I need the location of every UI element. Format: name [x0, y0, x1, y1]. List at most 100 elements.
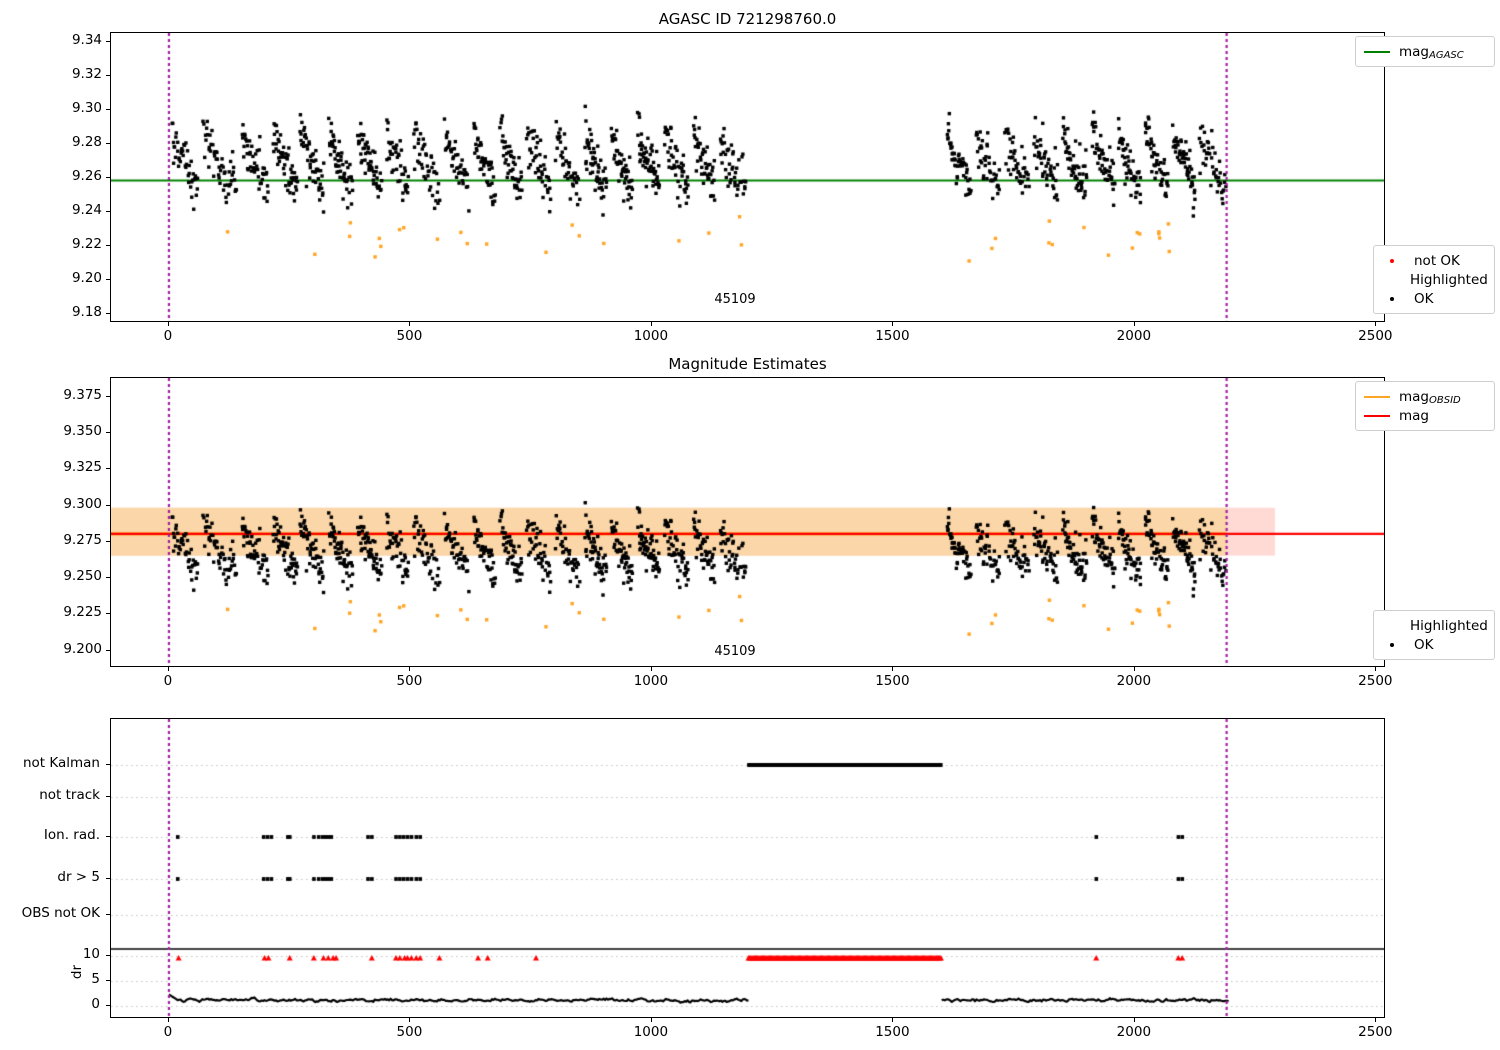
y-tick-mark — [106, 279, 110, 281]
x-tick-mark — [1133, 322, 1135, 326]
y-tick-label: 9.18 — [71, 304, 102, 321]
x-tick-mark — [650, 1018, 652, 1022]
x-tick-label: 1500 — [875, 1024, 910, 1040]
legend-entry-ok-2: OK — [1382, 635, 1486, 654]
y-tick-mark — [106, 577, 110, 579]
obsid-annotation-panel2: 45109 — [714, 644, 756, 659]
dr-tick-label: 10 — [82, 946, 100, 962]
dr-tick-label: 0 — [91, 996, 100, 1012]
legend-label-not-ok: not OK — [1414, 252, 1460, 269]
y-tick-mark — [106, 432, 110, 434]
legend-point-classes-panel2[interactable]: Highlighted OK — [1373, 610, 1495, 660]
x-tick-label: 2500 — [1358, 673, 1393, 689]
legend-label-mag: mag — [1399, 407, 1429, 424]
y-tick-mark — [106, 177, 110, 178]
y-tick-mark — [106, 1005, 110, 1006]
y-tick-mark — [106, 468, 110, 470]
legend-mag-lines[interactable]: magOBSID mag — [1355, 381, 1495, 431]
y-tick-label: 9.275 — [63, 531, 102, 548]
y-tick-mark — [106, 142, 110, 144]
orange-line-swatch-icon — [1364, 395, 1390, 398]
y-tick-label: 9.30 — [71, 99, 102, 116]
x-tick-label: 0 — [163, 1024, 173, 1040]
y-tick-mark — [106, 504, 110, 506]
y-tick-mark — [106, 74, 110, 76]
y-tick-label: 9.28 — [71, 133, 102, 150]
y-tick-label: 9.325 — [63, 459, 102, 476]
x-tick-label: 2000 — [1116, 673, 1152, 689]
legend-entry-mag-agasc: magAGASC — [1364, 42, 1486, 61]
panel2-title: Magnitude Estimates — [668, 355, 827, 373]
x-tick-label: 1500 — [875, 328, 910, 344]
y-tick-mark — [106, 211, 110, 213]
x-tick-mark — [167, 322, 169, 326]
x-tick-label: 1000 — [633, 328, 669, 344]
x-tick-mark — [1133, 1018, 1135, 1022]
y-tick-mark — [106, 980, 110, 981]
y-tick-label: 9.375 — [63, 386, 102, 403]
y-tick-label: 9.20 — [71, 270, 102, 287]
legend-entry-highlighted-2: Highlighted — [1382, 616, 1488, 635]
plot-area-magnitude-estimates — [110, 377, 1385, 667]
y-tick-mark — [106, 955, 110, 956]
y-tick-label: 9.250 — [63, 568, 102, 585]
x-tick-mark — [409, 322, 411, 326]
legend-label-ok: OK — [1414, 290, 1434, 307]
x-tick-mark — [1133, 667, 1135, 671]
x-tick-label: 0 — [163, 673, 173, 689]
x-tick-mark — [650, 667, 652, 671]
x-tick-label: 0 — [163, 328, 173, 344]
legend-label-mag-agasc: magAGASC — [1399, 43, 1464, 61]
x-tick-mark — [892, 1018, 894, 1022]
legend-entry-mag-obsid: magOBSID — [1364, 387, 1486, 406]
x-tick-mark — [1375, 667, 1377, 671]
x-tick-mark — [650, 322, 652, 326]
red-dot-swatch-icon — [1390, 258, 1394, 263]
legend-entry-ok: OK — [1382, 289, 1486, 308]
y-tick-mark — [106, 108, 110, 110]
flag-row-label: not track — [39, 787, 100, 803]
y-tick-mark — [106, 40, 110, 42]
y-tick-label: 9.26 — [71, 168, 102, 184]
y-tick-mark — [106, 540, 110, 542]
red-line-swatch-icon — [1364, 414, 1390, 417]
y-tick-label: 9.22 — [71, 236, 102, 253]
y-tick-mark — [106, 395, 110, 397]
y-tick-label: 9.34 — [71, 31, 102, 48]
x-tick-mark — [1375, 1018, 1377, 1022]
obsid-annotation-panel1: 45109 — [714, 292, 756, 307]
legend-mag-agasc[interactable]: magAGASC — [1355, 36, 1495, 67]
x-tick-label: 1500 — [875, 673, 910, 689]
black-dot-swatch-icon — [1390, 642, 1394, 647]
y-tick-label: 9.32 — [71, 65, 102, 82]
legend-entry-mag: mag — [1364, 406, 1486, 425]
green-line-swatch-icon — [1364, 50, 1390, 53]
black-dot-swatch-icon — [1390, 296, 1394, 301]
x-tick-label: 2000 — [1116, 1024, 1152, 1040]
x-tick-label: 2500 — [1358, 328, 1393, 344]
x-tick-label: 500 — [396, 673, 423, 689]
y-tick-mark — [106, 796, 110, 797]
legend-entry-not-ok: not OK — [1382, 251, 1486, 270]
flag-row-label: Ion. rad. — [43, 827, 100, 843]
y-tick-mark — [106, 649, 110, 651]
x-tick-label: 2000 — [1116, 328, 1152, 344]
x-tick-label: 500 — [396, 1024, 423, 1040]
legend-entry-highlighted: Highlighted — [1382, 270, 1488, 289]
y-tick-label: 9.225 — [63, 604, 102, 621]
y-tick-mark — [106, 313, 110, 315]
y-tick-mark — [106, 914, 110, 915]
plot-area-flags-and-dr — [110, 718, 1385, 1018]
legend-label-highlighted-2: Highlighted — [1410, 617, 1488, 634]
x-tick-label: 2500 — [1358, 1024, 1393, 1040]
legend-point-classes-panel1[interactable]: not OK Highlighted OK — [1373, 245, 1495, 314]
y-tick-label: 9.350 — [63, 423, 102, 440]
flag-row-label: OBS not OK — [21, 905, 100, 921]
y-tick-label: 9.24 — [71, 202, 102, 219]
y-tick-mark — [106, 613, 110, 615]
x-tick-label: 1000 — [633, 1024, 669, 1040]
figure-title: AGASC ID 721298760.0 — [658, 10, 837, 28]
axis-label-dr: dr — [69, 965, 85, 980]
x-tick-mark — [167, 1018, 169, 1022]
